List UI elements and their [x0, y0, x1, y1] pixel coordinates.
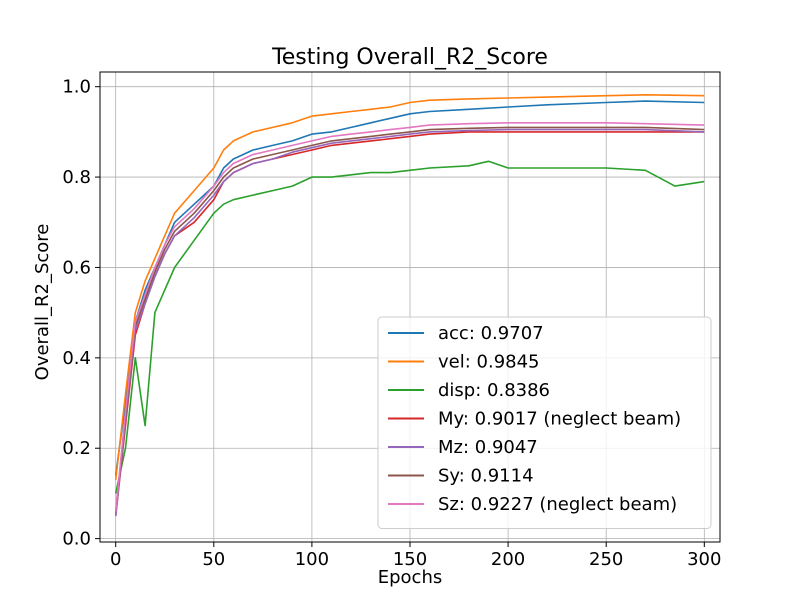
y-tick-label: 0.4: [62, 348, 91, 369]
legend-label-3: My: 0.9017 (neglect beam): [438, 409, 681, 430]
y-tick-label: 0.2: [62, 438, 91, 459]
y-tick-label: 0.6: [62, 257, 91, 278]
chart-title: Testing Overall_R2_Score: [271, 45, 548, 70]
series-line-6: [114, 122, 705, 512]
series-line-1: [114, 94, 705, 480]
legend-label-2: disp: 0.8386: [438, 380, 550, 401]
legend-label-1: vel: 0.9845: [438, 352, 540, 373]
legend-box: [377, 316, 712, 529]
x-tick-label: 100: [295, 549, 329, 570]
x-tick-label: 50: [202, 549, 225, 570]
legend: acc: 0.9707 vel: 0.9845 disp: 0.8386 My: 0.…: [377, 316, 712, 529]
x-tick-label: 250: [589, 549, 623, 570]
x-axis: 0 50 100 150 200 250 300: [110, 542, 721, 570]
x-tick-label: 0: [110, 549, 121, 570]
y-tick-label: 0.8: [62, 167, 91, 188]
x-tick-label: 150: [393, 549, 427, 570]
y-axis-label: Overall_R2_Score: [32, 224, 53, 381]
x-tick-label: 300: [687, 549, 721, 570]
y-tick-label: 0.0: [62, 529, 91, 550]
legend-label-6: Sz: 0.9227 (neglect beam): [438, 494, 677, 515]
x-tick-label: 200: [491, 549, 525, 570]
series-line-2: [114, 160, 705, 494]
legend-label-5: Sy: 0.9114: [438, 466, 534, 487]
y-tick-label: 1.0: [62, 77, 91, 98]
legend-label-4: Mz: 0.9047: [438, 437, 538, 458]
legend-label-0: acc: 0.9707: [438, 323, 544, 344]
y-axis: 0.0 0.2 0.4 0.6 0.8 1.0: [62, 77, 100, 550]
series-line-5: [114, 126, 705, 512]
series-line-4: [114, 128, 705, 517]
series-layer: [114, 94, 705, 517]
x-axis-label: Epochs: [378, 567, 443, 588]
